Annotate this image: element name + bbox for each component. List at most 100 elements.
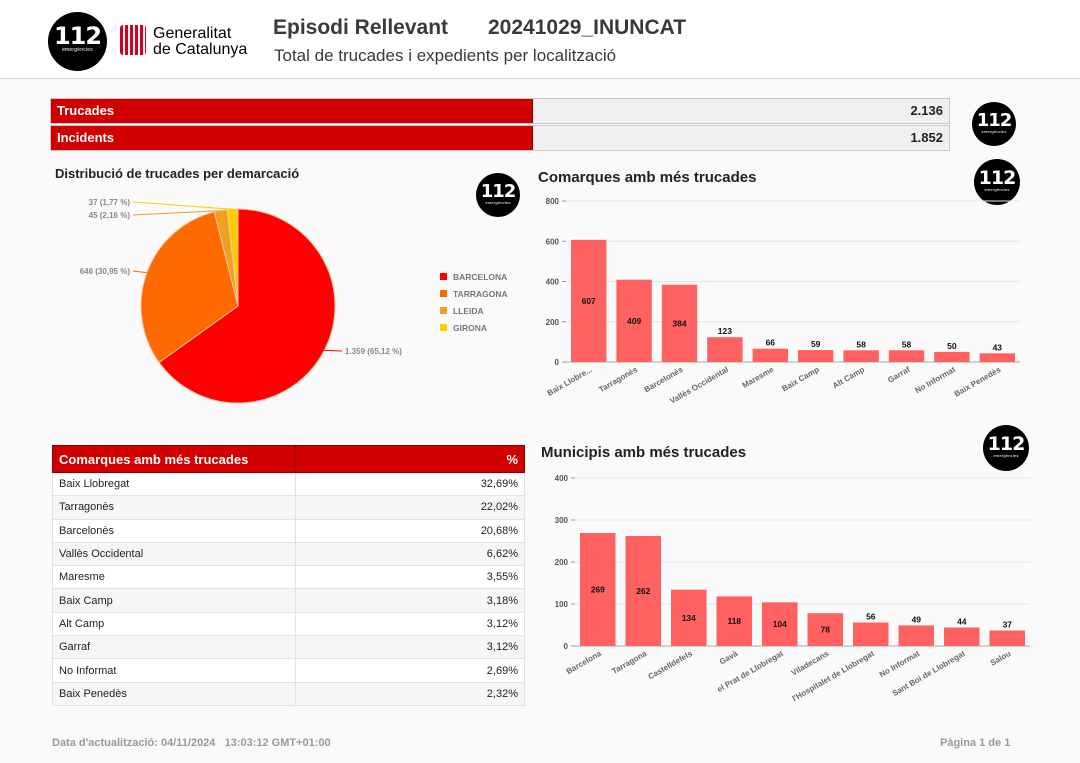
- bar: [888, 350, 925, 362]
- kpi-incidents: Incidents 1.852: [50, 125, 950, 151]
- table-cell-name: Tarragonès: [52, 495, 296, 520]
- table-cell-name: Baix Camp: [52, 588, 296, 613]
- bar: [762, 602, 798, 646]
- table-cell-pct: 3,12%: [295, 611, 525, 637]
- bar-value-label: 44: [957, 617, 967, 627]
- bar-value-label: 104: [773, 619, 787, 629]
- bar-chart-municipis: 0 100 200 300 400 269 Barcelona 262 Tarragona 134…: [555, 474, 1030, 703]
- legend-swatch-tarragona: [440, 290, 447, 297]
- bar: [752, 348, 788, 362]
- legend-label-barcelona: BARCELONA: [453, 272, 507, 282]
- table-cell-pct: 20,68%: [295, 518, 525, 543]
- logo-112-kpi: 112 emergències: [972, 102, 1016, 146]
- kpi-trucades-label: Trucades: [51, 99, 533, 123]
- table-header-name: Comarques amb més trucades: [52, 445, 296, 473]
- logo-112: 112 emergències: [48, 12, 107, 71]
- bar-value-label: 49: [912, 614, 922, 624]
- bar-value-label: 50: [947, 341, 957, 351]
- table-cell-name: Barcelonès: [52, 518, 296, 543]
- y-tick-label: 300: [555, 516, 569, 525]
- bar: [934, 351, 970, 362]
- table-row: Alt Camp 3,12%: [52, 611, 525, 637]
- table-row: Tarragonès 22,02%: [52, 495, 525, 520]
- x-tick-label: Viladecans: [790, 649, 831, 678]
- bar1-title: Comarques amb més trucades: [538, 169, 757, 186]
- bar-value-label: 58: [856, 339, 866, 349]
- y-tick-label: 0: [555, 358, 560, 367]
- report-header: 112 emergències Generalitat de Catalunya …: [0, 0, 1080, 79]
- x-tick-label: Castelldefels: [647, 649, 695, 682]
- bar: [616, 279, 652, 362]
- logo-112-pie: 112 emergències: [476, 173, 520, 217]
- bar-value-label: 134: [682, 613, 696, 623]
- x-tick-label: Salou: [989, 649, 1012, 668]
- pie-slice-tarragona: [140, 211, 239, 364]
- table-row: Maresme 3,55%: [52, 565, 525, 590]
- table-cell-pct: 2,69%: [295, 658, 525, 683]
- bar-chart-comarques: 0 200 400 600 800 607 Baix Llobre... 409 Tarrago…: [546, 197, 1020, 406]
- bar-value-label: 43: [993, 342, 1003, 352]
- bar: [979, 353, 1015, 362]
- page-title: Episodi Rellevant: [273, 16, 449, 39]
- generalitat-text: Generalitat de Catalunya: [153, 25, 248, 58]
- legend-swatch-lleida: [440, 307, 447, 314]
- bar-value-label: 384: [672, 318, 686, 328]
- x-tick-label: Gavà: [718, 649, 740, 667]
- table-header-row: Comarques amb més trucades %: [52, 445, 525, 473]
- bar: [798, 350, 834, 362]
- x-tick-label: Alt Camp: [831, 365, 866, 390]
- y-tick-label: 400: [546, 278, 560, 287]
- pie-leader-line: [132, 270, 147, 274]
- x-tick-label: Baix Camp: [780, 365, 820, 394]
- page-number: Pàgina 1 de 1: [940, 737, 1011, 749]
- pie-data-label: 646 (30,95 %): [80, 267, 131, 276]
- x-tick-label: No Informat: [878, 649, 922, 679]
- episode-code: 20241029_INUNCAT: [488, 16, 687, 39]
- logo-112-bar1: 112 emergències: [974, 159, 1020, 205]
- pie-data-label: 1.359 (65,12 %): [345, 347, 402, 356]
- bar-value-label: 123: [718, 326, 732, 336]
- table-cell-name: Vallès Occidental: [52, 541, 296, 567]
- bar-value-label: 59: [811, 339, 821, 349]
- table-cell-pct: 3,18%: [295, 588, 525, 613]
- table-row: No Informat 2,69%: [52, 658, 525, 683]
- table-cell-name: Maresme: [52, 565, 296, 590]
- x-tick-label: Barcelona: [565, 649, 603, 676]
- y-tick-label: 200: [555, 558, 569, 567]
- x-tick-label: Baix Penedès: [953, 365, 1003, 399]
- bar: [989, 630, 1025, 646]
- pie-title: Distribució de trucades per demarcació: [55, 166, 300, 181]
- x-tick-label: Tarragona: [610, 649, 648, 676]
- x-tick-label: Sant Boi de Llobregat: [891, 649, 967, 698]
- bar: [571, 239, 607, 362]
- bar-value-label: 56: [866, 612, 876, 622]
- x-tick-label: Barcelonès: [643, 365, 685, 395]
- pie-leader-line: [132, 210, 221, 216]
- pie-leader-line: [132, 201, 233, 210]
- table-row: Vallès Occidental 6,62%: [52, 541, 525, 567]
- y-tick-label: 200: [546, 318, 560, 327]
- kpi-trucades-value: 2.136: [910, 103, 943, 118]
- table-body: Baix Llobregat 32,69% Tarragonès 22,02% Barc…: [52, 471, 525, 706]
- bar: [807, 613, 843, 646]
- x-tick-label: Garraf: [886, 365, 912, 385]
- kpi-incidents-value: 1.852: [910, 130, 943, 145]
- bar: [580, 533, 616, 646]
- table-cell-pct: 22,02%: [295, 495, 525, 520]
- y-tick-label: 600: [546, 237, 560, 246]
- table-cell-pct: 32,69%: [295, 471, 525, 497]
- logo-112-bar2: 112 emergències: [983, 425, 1029, 471]
- y-tick-label: 400: [555, 474, 569, 483]
- pie-data-label: 37 (1,77 %): [89, 198, 131, 207]
- x-tick-label: Baix Llobre...: [546, 365, 594, 398]
- table-cell-pct: 3,55%: [295, 565, 525, 590]
- legend-label-girona: GIRONA: [453, 323, 487, 333]
- bar-value-label: 66: [766, 338, 776, 348]
- bar: [944, 627, 980, 646]
- table-row: Baix Camp 3,18%: [52, 588, 525, 613]
- bar: [716, 596, 752, 646]
- table-header-pct: %: [295, 445, 525, 473]
- pie-chart: 1.359 (65,12 %) 646 (30,95 %) 45 (2,16 %) 3…: [80, 198, 508, 404]
- bar-value-label: 118: [727, 616, 741, 626]
- legend-label-lleida: LLEIDA: [453, 306, 484, 316]
